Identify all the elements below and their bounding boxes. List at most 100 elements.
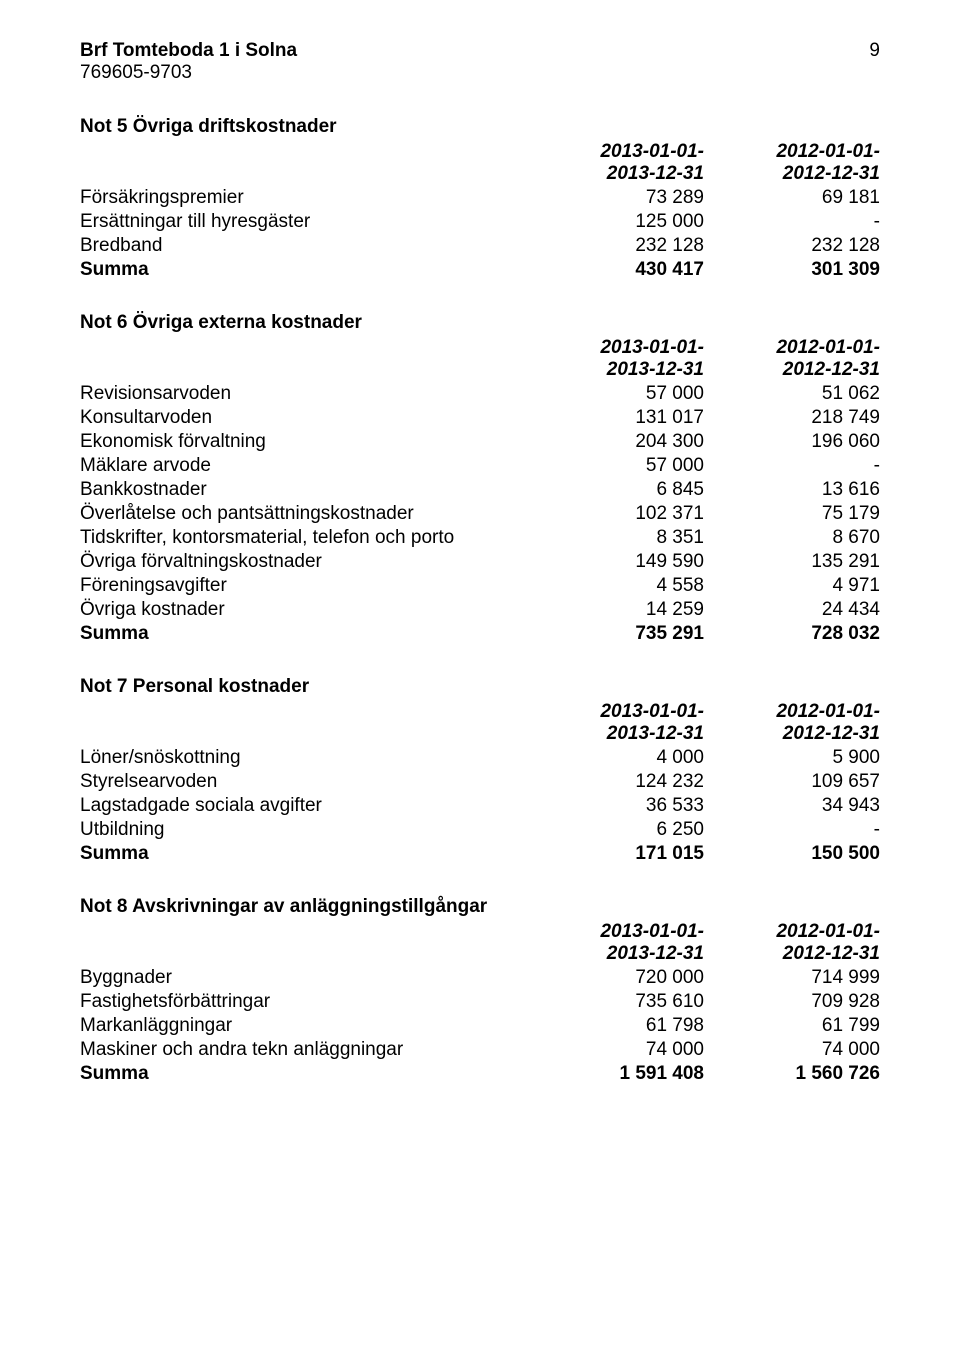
table-row: Utbildning 6 250 - <box>80 818 880 842</box>
table-row: Markanläggningar 61 798 61 799 <box>80 1014 880 1038</box>
row-value: 4 558 <box>528 574 704 598</box>
sum-value: 735 291 <box>528 622 704 646</box>
period-col1-line1: 2013-01-01- <box>600 337 704 358</box>
table-row: Revisionsarvoden 57 000 51 062 <box>80 382 880 406</box>
sum-value: 430 417 <box>528 258 704 282</box>
row-label: Markanläggningar <box>80 1014 528 1038</box>
row-value: 232 128 <box>704 234 880 258</box>
table-row: Bredband 232 128 232 128 <box>80 234 880 258</box>
period-col2-line1: 2012-01-01- <box>776 337 880 358</box>
period-col2-line2: 2012-12-31 <box>783 359 880 380</box>
sum-value: 728 032 <box>704 622 880 646</box>
row-label: Bredband <box>80 234 528 258</box>
row-value: 4 000 <box>528 746 704 770</box>
sum-label: Summa <box>80 1062 528 1086</box>
row-value: 34 943 <box>704 794 880 818</box>
row-value: 8 351 <box>528 526 704 550</box>
row-value: 75 179 <box>704 502 880 526</box>
period-col2-line1: 2012-01-01- <box>776 141 880 162</box>
page-number: 9 <box>869 40 880 62</box>
row-value: 218 749 <box>704 406 880 430</box>
table-row: Byggnader 720 000 714 999 <box>80 966 880 990</box>
row-value: 13 616 <box>704 478 880 502</box>
row-value: 69 181 <box>704 186 880 210</box>
row-value: 720 000 <box>528 966 704 990</box>
row-value: 24 434 <box>704 598 880 622</box>
table-row: Styrelsearvoden 124 232 109 657 <box>80 770 880 794</box>
table-row: Lagstadgade sociala avgifter 36 533 34 9… <box>80 794 880 818</box>
period-col2-line2: 2012-12-31 <box>783 723 880 744</box>
row-value: - <box>704 210 880 234</box>
period-col2-line2: 2012-12-31 <box>783 943 880 964</box>
sum-value: 301 309 <box>704 258 880 282</box>
period-col2-line1: 2012-01-01- <box>776 921 880 942</box>
row-value: 57 000 <box>528 382 704 406</box>
table-row: Övriga kostnader 14 259 24 434 <box>80 598 880 622</box>
row-value: 714 999 <box>704 966 880 990</box>
sum-label: Summa <box>80 258 528 282</box>
row-value: 61 799 <box>704 1014 880 1038</box>
period-col1-line2: 2013-12-31 <box>607 723 704 744</box>
table-row: Tidskrifter, kontorsmaterial, telefon oc… <box>80 526 880 550</box>
sum-row: Summa 735 291 728 032 <box>80 622 880 646</box>
period-col1-line2: 2013-12-31 <box>607 359 704 380</box>
row-value: 204 300 <box>528 430 704 454</box>
row-label: Överlåtelse och pantsättningskostnader <box>80 502 528 526</box>
table-row: Försäkringspremier 73 289 69 181 <box>80 186 880 210</box>
row-label: Byggnader <box>80 966 528 990</box>
note-6-title: Not 6 Övriga externa kostnader <box>80 312 880 334</box>
table-row: Mäklare arvode 57 000 - <box>80 454 880 478</box>
row-value: 196 060 <box>704 430 880 454</box>
sum-value: 171 015 <box>528 842 704 866</box>
period-col2-line1: 2012-01-01- <box>776 701 880 722</box>
note-8-table: 2013-01-01- 2013-12-31 2012-01-01- 2012-… <box>80 920 880 1086</box>
header-top-row: Brf Tomteboda 1 i Solna 9 <box>80 40 880 62</box>
row-label: Styrelsearvoden <box>80 770 528 794</box>
note-6-section: Not 6 Övriga externa kostnader 2013-01-0… <box>80 312 880 646</box>
period-header-row: 2013-01-01- 2013-12-31 2012-01-01- 2012-… <box>80 140 880 186</box>
period-header-row: 2013-01-01- 2013-12-31 2012-01-01- 2012-… <box>80 920 880 966</box>
page: Brf Tomteboda 1 i Solna 9 769605-9703 No… <box>0 0 960 1353</box>
note-7-section: Not 7 Personal kostnader 2013-01-01- 201… <box>80 676 880 866</box>
period-col1-line1: 2013-01-01- <box>600 141 704 162</box>
row-value: 109 657 <box>704 770 880 794</box>
row-label: Ekonomisk förvaltning <box>80 430 528 454</box>
note-5-table: 2013-01-01- 2013-12-31 2012-01-01- 2012-… <box>80 140 880 282</box>
row-label: Utbildning <box>80 818 528 842</box>
period-col2-line2: 2012-12-31 <box>783 163 880 184</box>
sum-row: Summa 1 591 408 1 560 726 <box>80 1062 880 1086</box>
row-label: Fastighetsförbättringar <box>80 990 528 1014</box>
table-row: Ekonomisk förvaltning 204 300 196 060 <box>80 430 880 454</box>
note-5-title: Not 5 Övriga driftskostnader <box>80 116 880 138</box>
row-value: - <box>704 818 880 842</box>
sum-label: Summa <box>80 622 528 646</box>
period-col1-line2: 2013-12-31 <box>607 943 704 964</box>
table-row: Föreningsavgifter 4 558 4 971 <box>80 574 880 598</box>
row-label: Mäklare arvode <box>80 454 528 478</box>
row-label: Konsultarvoden <box>80 406 528 430</box>
row-value: 74 000 <box>704 1038 880 1062</box>
period-header-row: 2013-01-01- 2013-12-31 2012-01-01- 2012-… <box>80 700 880 746</box>
sum-value: 1 591 408 <box>528 1062 704 1086</box>
table-row: Bankkostnader 6 845 13 616 <box>80 478 880 502</box>
row-value: 5 900 <box>704 746 880 770</box>
table-row: Ersättningar till hyresgäster 125 000 - <box>80 210 880 234</box>
row-value: 74 000 <box>528 1038 704 1062</box>
period-col1-line1: 2013-01-01- <box>600 701 704 722</box>
sum-row: Summa 430 417 301 309 <box>80 258 880 282</box>
row-label: Försäkringspremier <box>80 186 528 210</box>
row-label: Övriga kostnader <box>80 598 528 622</box>
row-value: 4 971 <box>704 574 880 598</box>
sum-value: 1 560 726 <box>704 1062 880 1086</box>
row-value: 51 062 <box>704 382 880 406</box>
table-row: Konsultarvoden 131 017 218 749 <box>80 406 880 430</box>
period-col1-line2: 2013-12-31 <box>607 163 704 184</box>
table-row: Övriga förvaltningskostnader 149 590 135… <box>80 550 880 574</box>
row-label: Bankkostnader <box>80 478 528 502</box>
row-value: 232 128 <box>528 234 704 258</box>
period-col1-line1: 2013-01-01- <box>600 921 704 942</box>
row-label: Tidskrifter, kontorsmaterial, telefon oc… <box>80 526 528 550</box>
table-row: Löner/snöskottning 4 000 5 900 <box>80 746 880 770</box>
row-label: Revisionsarvoden <box>80 382 528 406</box>
row-value: 6 845 <box>528 478 704 502</box>
